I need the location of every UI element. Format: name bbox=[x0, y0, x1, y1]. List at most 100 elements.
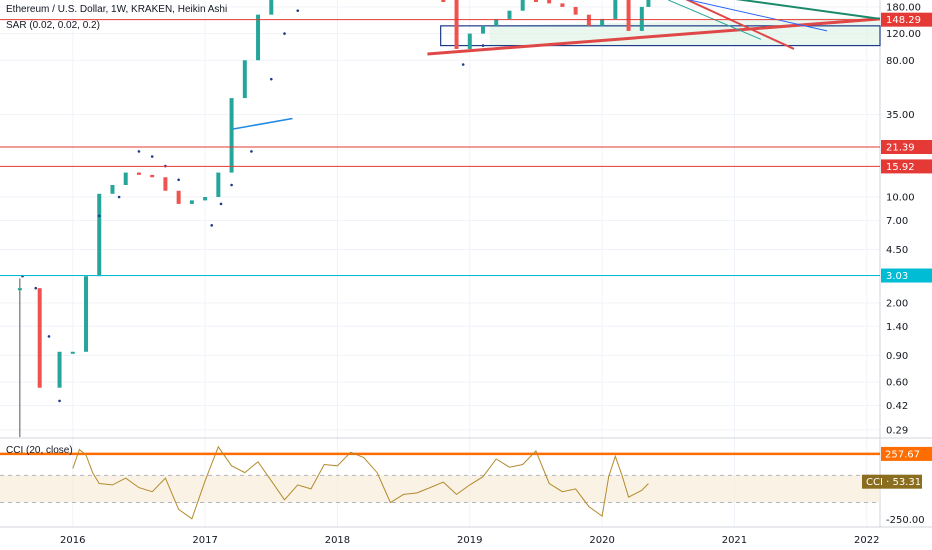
candle-body bbox=[123, 172, 128, 186]
price-tag-label: 3.03 bbox=[886, 271, 908, 282]
sar-dot bbox=[34, 286, 38, 290]
candle-body bbox=[256, 14, 261, 61]
candle-body bbox=[110, 185, 115, 194]
time-tick-label: 2016 bbox=[60, 535, 85, 546]
candle-body bbox=[57, 351, 62, 388]
candle-body bbox=[150, 174, 155, 178]
price-tag-label: 21.39 bbox=[886, 142, 915, 153]
candle-body bbox=[646, 0, 651, 7]
horizontal-levels[interactable] bbox=[0, 19, 880, 277]
price-tag[interactable]: 148.29 bbox=[881, 12, 932, 27]
price-tick-label: 80.00 bbox=[886, 56, 915, 67]
candle-body bbox=[70, 351, 75, 354]
candle-body bbox=[560, 3, 565, 7]
cci-tick-label: -250.00 bbox=[886, 515, 925, 526]
candle-body bbox=[37, 288, 42, 388]
candle-body bbox=[176, 190, 181, 204]
cci-line[interactable] bbox=[72, 445, 649, 520]
axes: 180.00120.0080.0035.0010.007.004.503.002… bbox=[60, 2, 932, 546]
candle-body bbox=[586, 14, 591, 26]
descending-trendline-blue[interactable] bbox=[662, 0, 828, 32]
sar-dot bbox=[461, 63, 465, 66]
price-tick-label: 1.40 bbox=[886, 322, 908, 333]
time-tick-label: 2019 bbox=[457, 535, 482, 546]
candle-body bbox=[533, 0, 538, 2]
price-tag-label: 15.92 bbox=[886, 162, 915, 173]
candle-body bbox=[467, 33, 472, 49]
time-tick-label: 2020 bbox=[589, 535, 614, 546]
price-tag[interactable]: 15.92 bbox=[881, 159, 932, 174]
sar-dot bbox=[97, 214, 101, 218]
sar-dot bbox=[250, 150, 253, 153]
sar-dot bbox=[283, 32, 286, 35]
price-tick-label: 35.00 bbox=[886, 110, 915, 121]
rising-trendline[interactable] bbox=[427, 17, 881, 56]
price-tag[interactable]: 3.03 bbox=[881, 268, 932, 283]
candle-body bbox=[441, 0, 446, 2]
candle-body bbox=[639, 6, 644, 31]
cci-tag[interactable]: 257.67 bbox=[881, 446, 932, 461]
sar-dot bbox=[117, 195, 121, 199]
descending-trendline-red[interactable] bbox=[662, 0, 795, 50]
sar-dot bbox=[296, 9, 300, 12]
candle-body bbox=[84, 276, 89, 352]
green-channel-zone bbox=[489, 16, 880, 46]
sar-dot bbox=[269, 77, 273, 81]
cci-pane[interactable] bbox=[0, 445, 880, 520]
consolidation-box[interactable] bbox=[440, 25, 881, 47]
price-tick-label: 0.29 bbox=[886, 425, 908, 436]
candle-body bbox=[600, 18, 605, 26]
sar-dot bbox=[150, 155, 154, 158]
candle-body bbox=[216, 172, 221, 197]
candle-body bbox=[507, 10, 512, 19]
trend-drawings[interactable] bbox=[19, 0, 881, 437]
grid bbox=[0, 0, 932, 528]
price-tick-label: 0.42 bbox=[886, 401, 908, 412]
sar-dot bbox=[210, 224, 214, 227]
cci-tag[interactable]: CCI · 53.31 bbox=[862, 474, 922, 489]
cci-tag-label: CCI · 53.31 bbox=[866, 477, 921, 488]
short-trendline-2017[interactable] bbox=[231, 117, 293, 131]
sar-dot bbox=[177, 178, 180, 182]
sar-legend[interactable]: SAR (0.02, 0.02, 0.2) bbox=[6, 20, 100, 31]
candle-body bbox=[203, 196, 208, 201]
cci-band bbox=[0, 475, 880, 503]
price-tag-box bbox=[881, 159, 932, 174]
sar-dot bbox=[137, 150, 141, 153]
candle-body bbox=[242, 60, 247, 99]
candle-body bbox=[520, 0, 525, 11]
time-tick-label: 2022 bbox=[854, 535, 879, 546]
price-tag[interactable]: 21.39 bbox=[881, 139, 932, 154]
candle-body bbox=[136, 172, 141, 175]
price-tick-label: 0.90 bbox=[886, 351, 908, 362]
price-tick-label: 0.60 bbox=[886, 378, 908, 389]
price-tick-label: 7.00 bbox=[886, 216, 908, 227]
sar-dot bbox=[47, 335, 51, 338]
time-tick-label: 2021 bbox=[722, 535, 747, 546]
candle-body bbox=[189, 200, 194, 204]
cci-tag-box bbox=[862, 474, 922, 489]
time-tick-label: 2018 bbox=[325, 535, 350, 546]
symbol-legend[interactable]: Ethereum / U.S. Dollar, 1W, KRAKEN, Heik… bbox=[6, 4, 228, 15]
cci-tag-label: 257.67 bbox=[885, 449, 920, 460]
candle-body bbox=[454, 0, 459, 49]
price-tick-label: 4.50 bbox=[886, 245, 908, 256]
candlestick-series bbox=[17, 0, 651, 388]
price-tag-label: 148.29 bbox=[886, 15, 921, 26]
descending-trendline-green[interactable] bbox=[697, 0, 881, 20]
price-tick-label: 10.00 bbox=[886, 192, 915, 203]
time-tick-label: 2017 bbox=[192, 535, 217, 546]
candle-body bbox=[481, 25, 486, 34]
price-tick-label: 2.00 bbox=[886, 298, 908, 309]
cci-legend[interactable]: CCI (20, close) bbox=[6, 445, 73, 456]
price-tick-label: 120.00 bbox=[886, 29, 921, 40]
candle-body bbox=[547, 0, 552, 4]
price-tag-box bbox=[881, 268, 932, 283]
candle-body bbox=[269, 0, 274, 15]
candle-body bbox=[613, 0, 618, 19]
candle-body bbox=[17, 288, 22, 291]
candle-body bbox=[573, 6, 578, 15]
candle-body bbox=[626, 0, 631, 31]
candle-body bbox=[494, 18, 499, 26]
